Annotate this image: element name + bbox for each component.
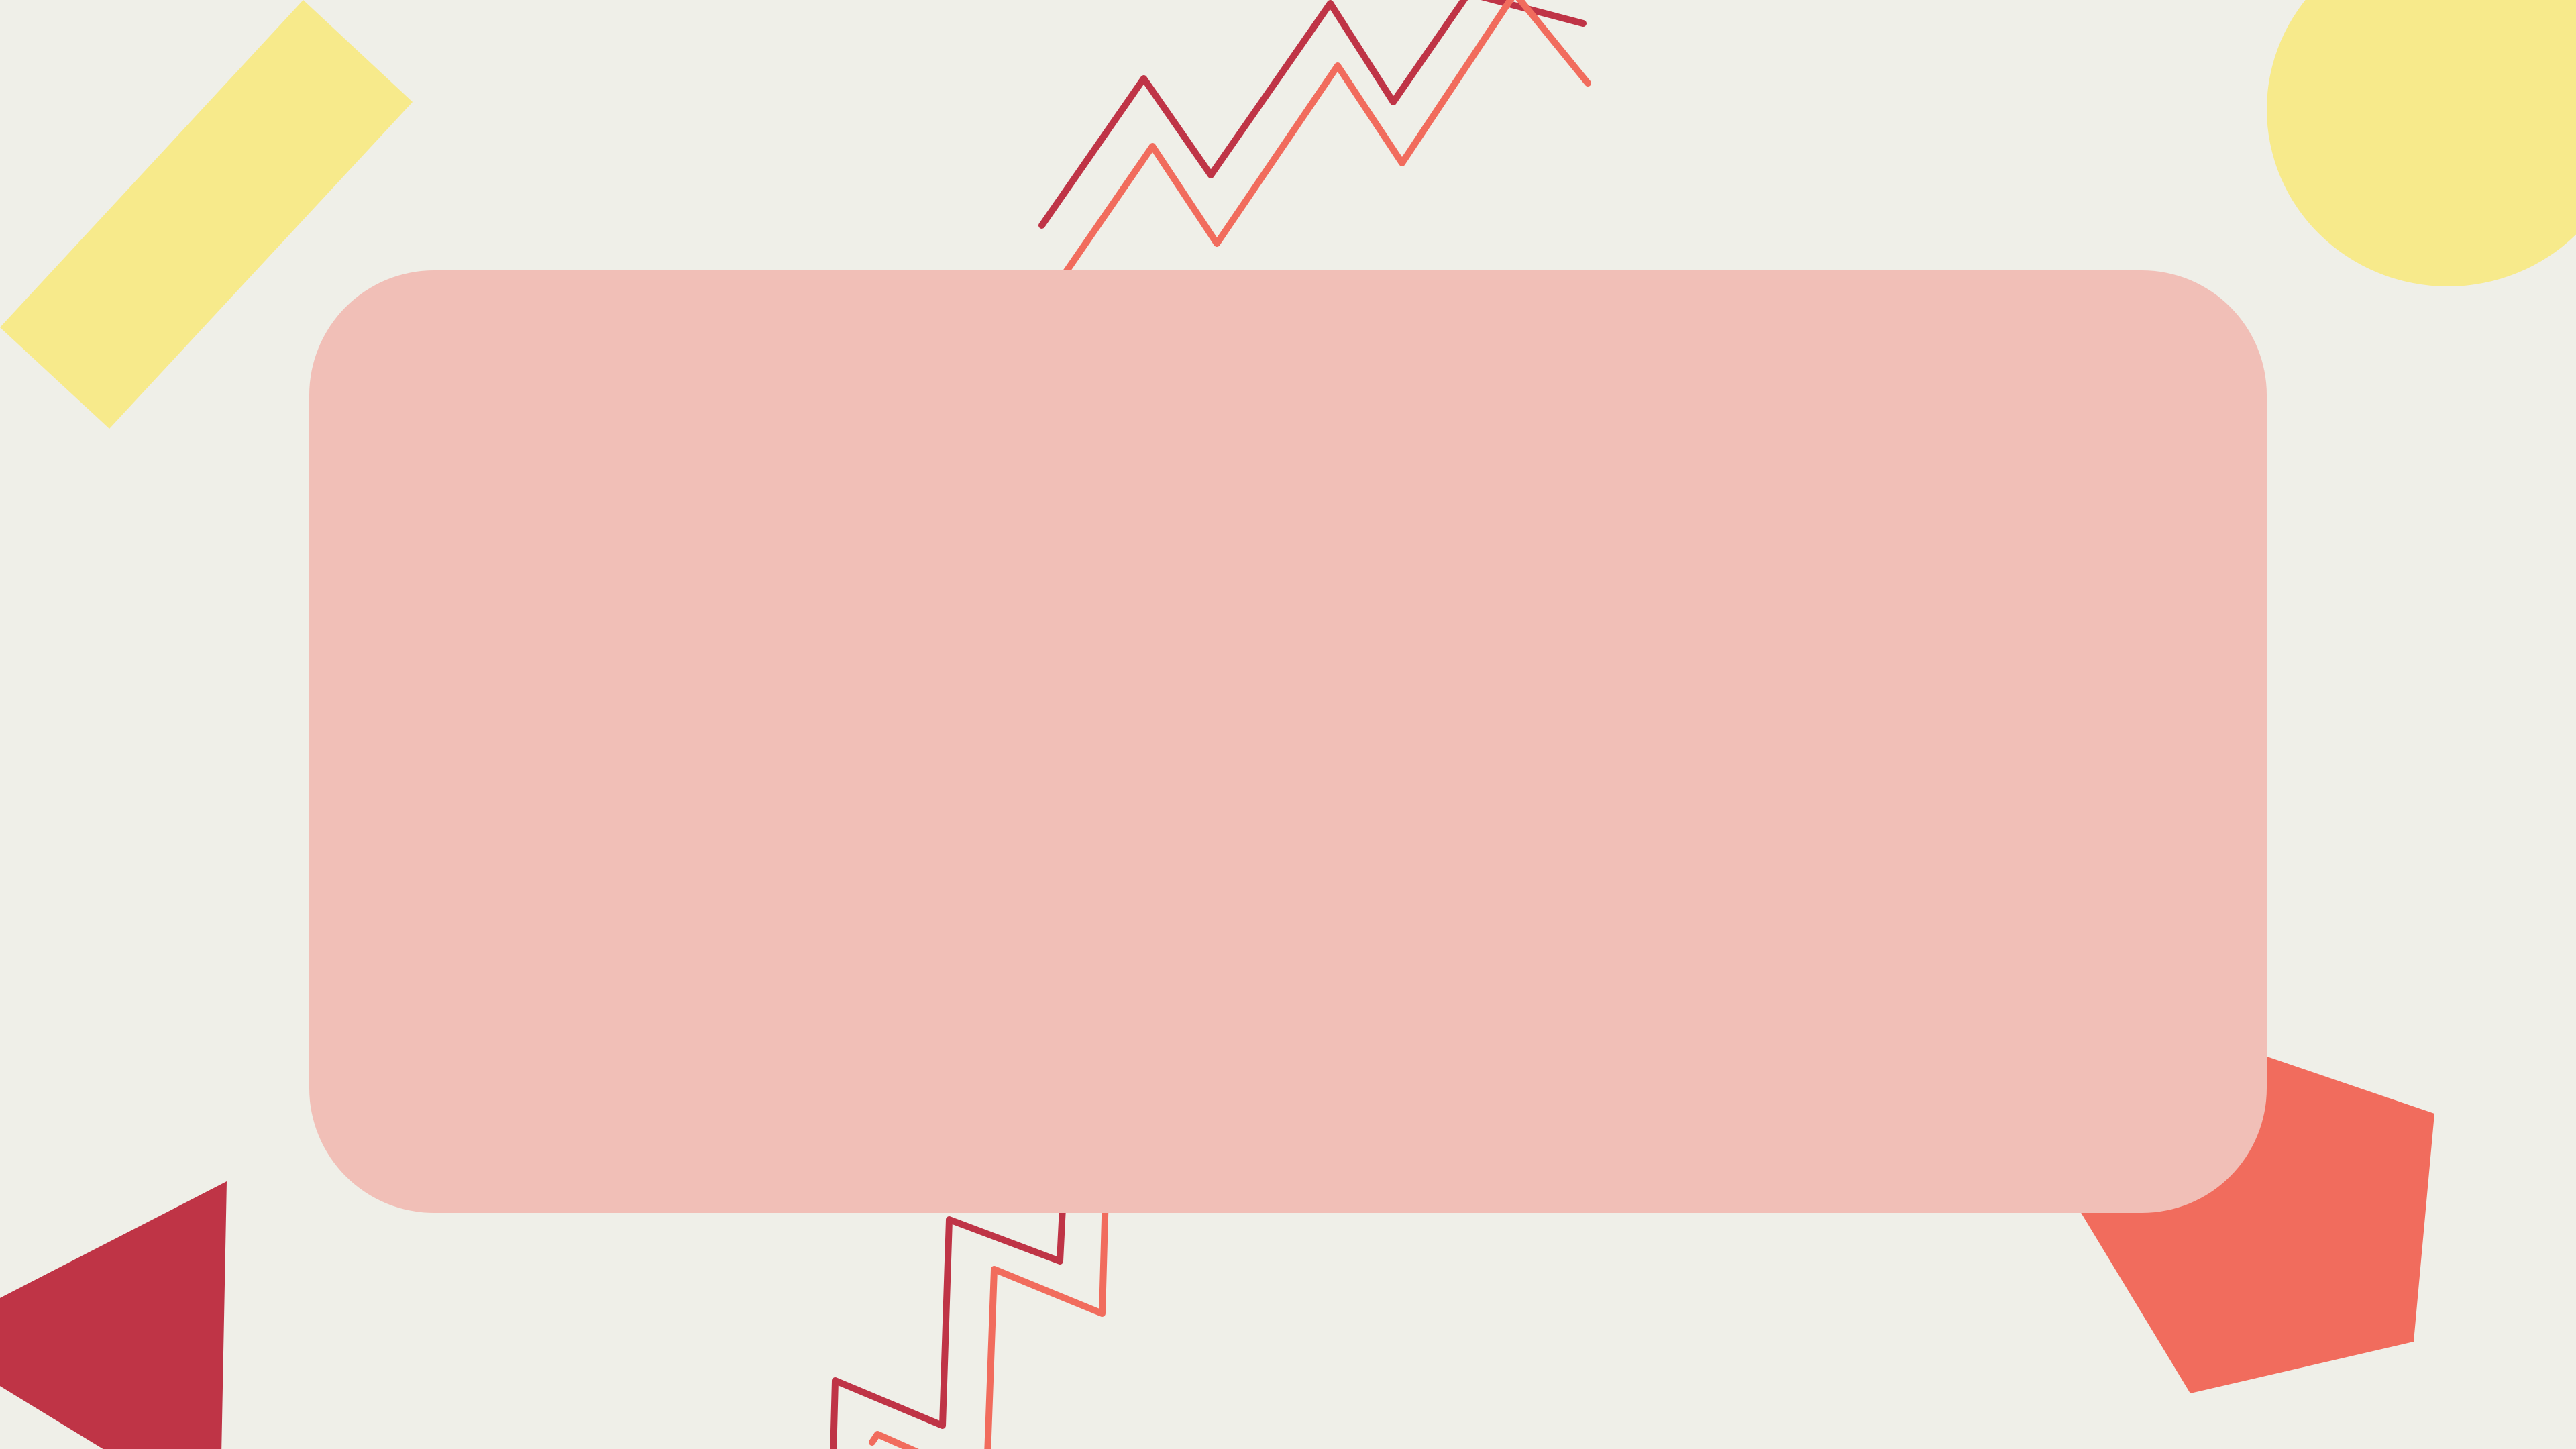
yellow-bar <box>0 0 413 429</box>
zigzag-bottom-coral-tail <box>869 1431 919 1449</box>
zigzag-top-coral <box>1051 0 1591 292</box>
zigzag-top-crimson <box>1038 0 1587 229</box>
crimson-triangle <box>0 1181 227 1449</box>
zigzag-bottom-crimson <box>830 1191 1067 1449</box>
yellow-circle <box>2267 0 2576 286</box>
zigzag-bottom-coral <box>984 1191 1109 1449</box>
content-card <box>309 270 2267 1213</box>
